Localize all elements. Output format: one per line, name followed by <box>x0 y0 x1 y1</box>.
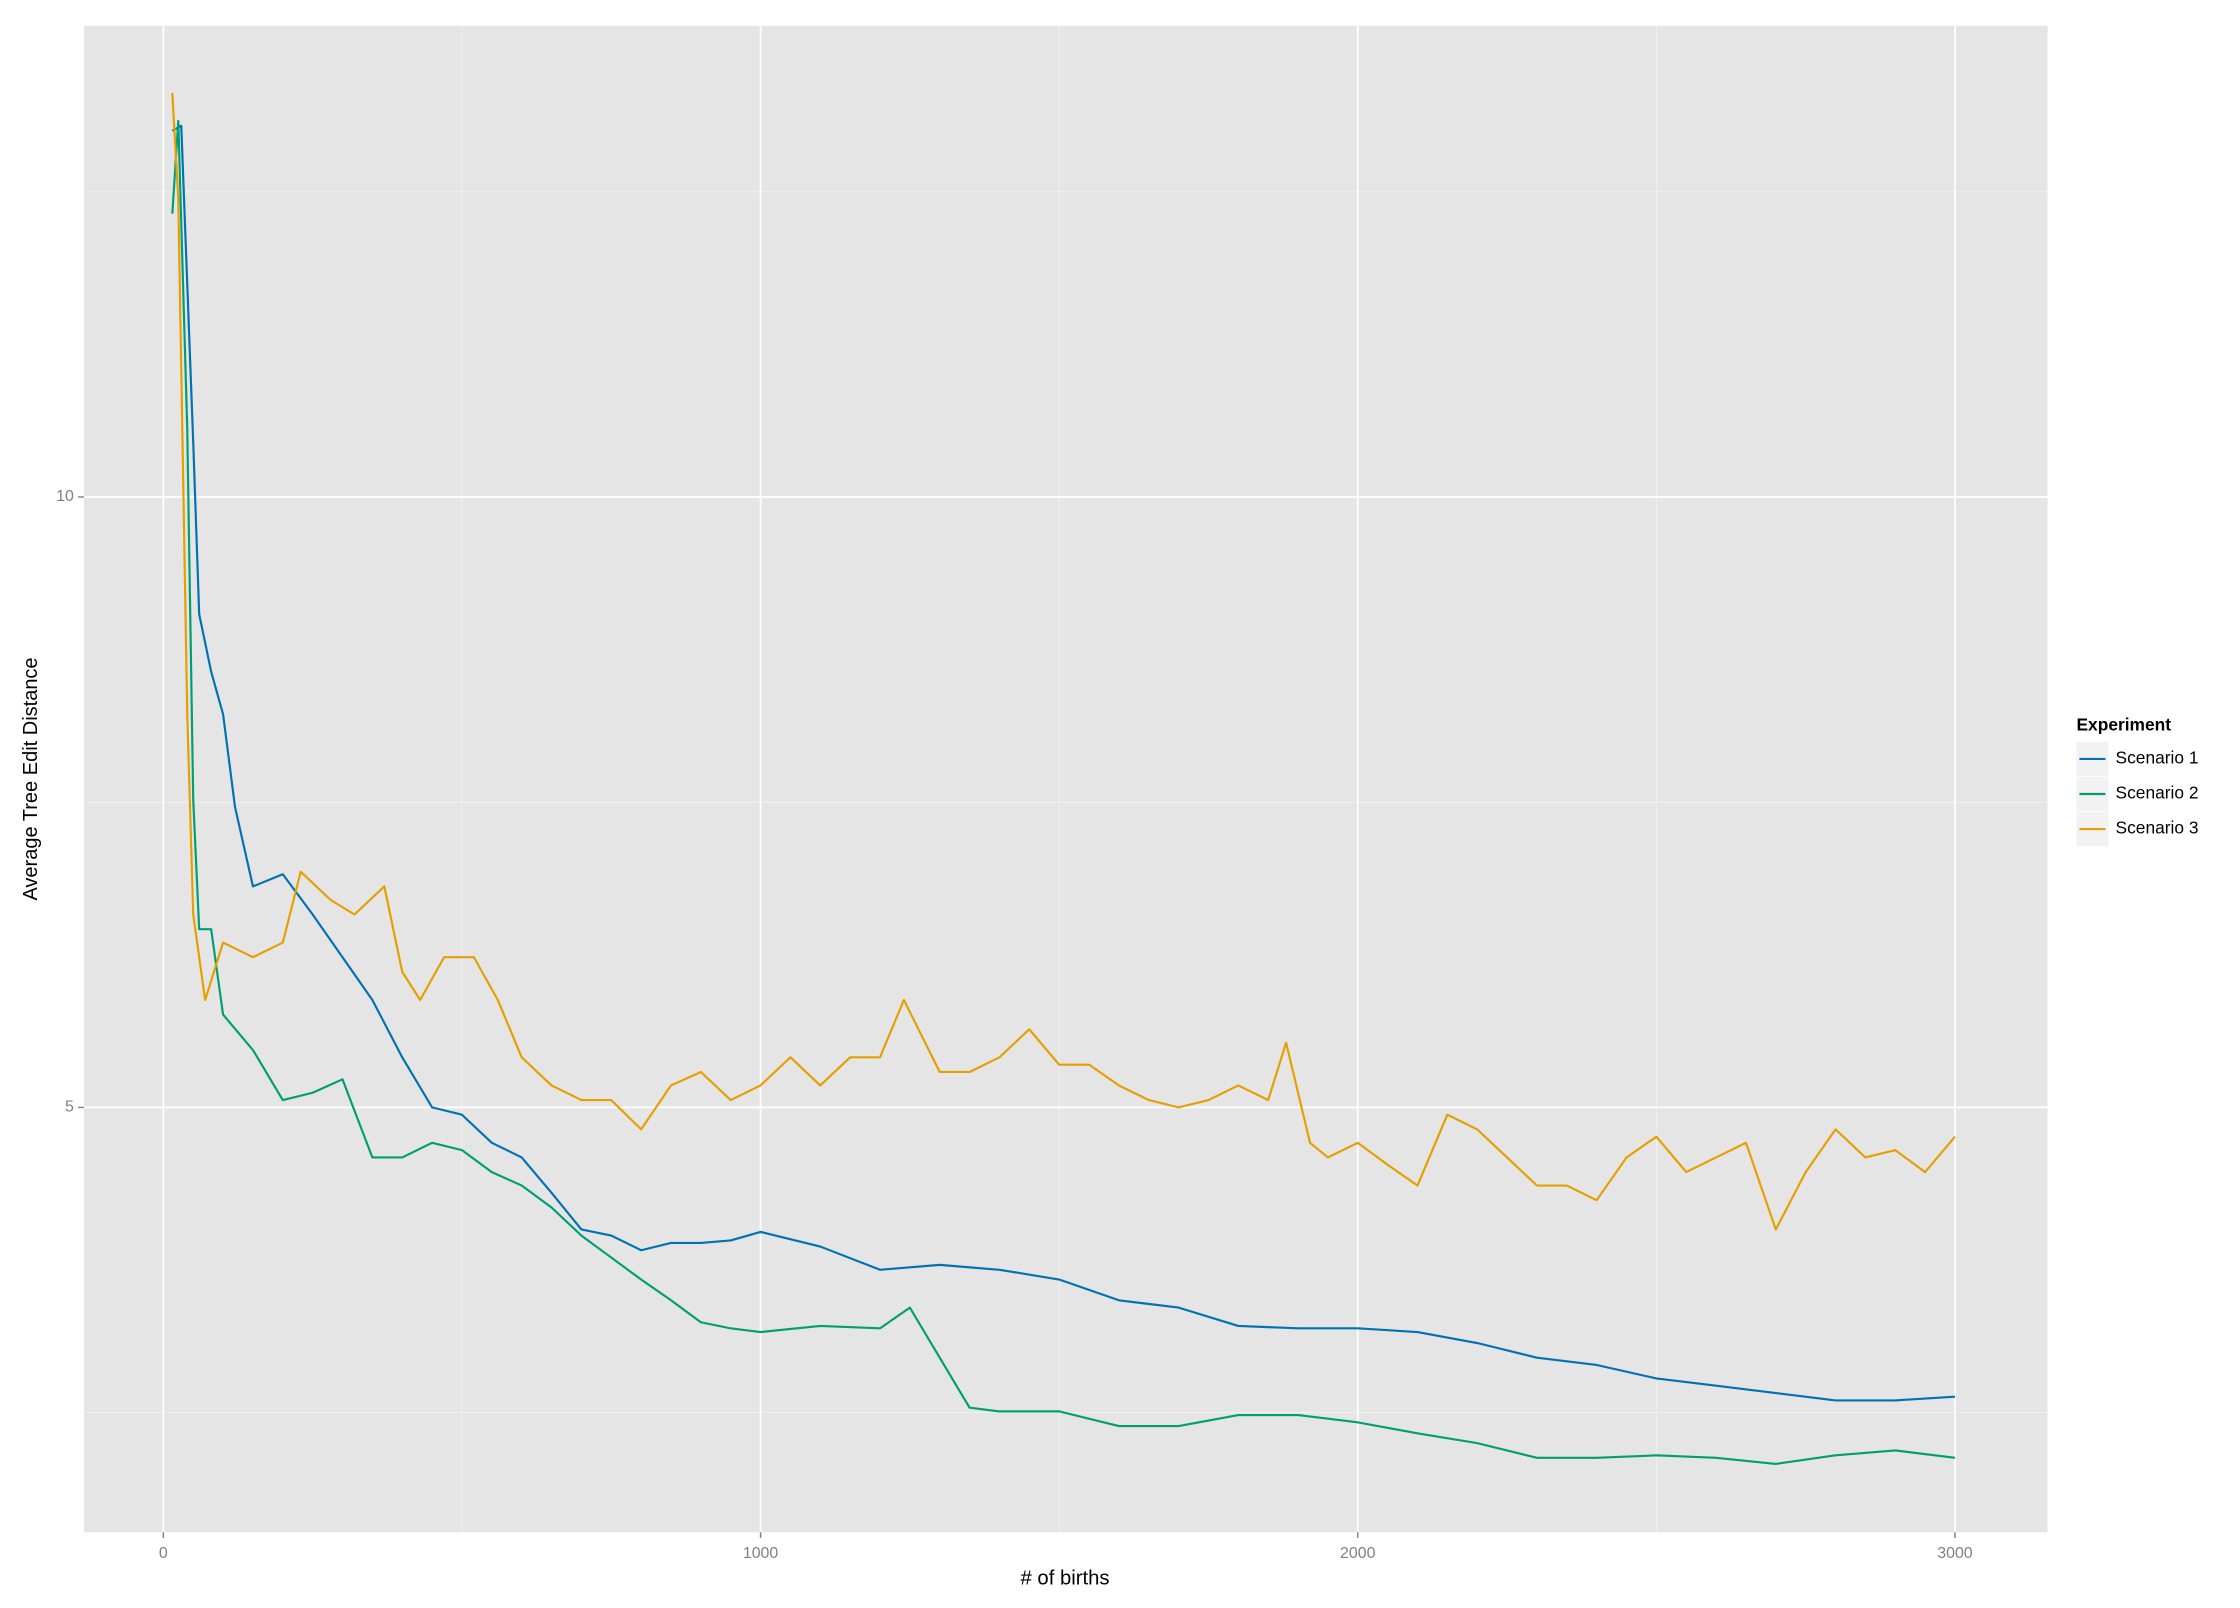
line <box>171 92 1956 1231</box>
plot-panel <box>83 25 2048 1533</box>
x-tick-label: 3000 <box>1937 1545 1973 1562</box>
y-tick-label: 5 <box>65 1099 74 1116</box>
line <box>171 124 1956 1402</box>
legend-label: Scenario 1 <box>2116 748 2199 768</box>
line <box>171 119 1956 1465</box>
legend-label: Scenario 3 <box>2116 818 2199 838</box>
y-tick-label: 10 <box>56 488 74 505</box>
x-tick-label: 2000 <box>1340 1545 1376 1562</box>
x-axis-title: # of births <box>1021 1568 1110 1590</box>
x-tick-label: 0 <box>159 1545 168 1562</box>
legend-title: Experiment <box>2076 715 2171 735</box>
y-axis-title: Average Tree Edit Distance <box>20 657 42 900</box>
x-tick-label: 1000 <box>743 1545 779 1562</box>
legend-label: Scenario 2 <box>2116 783 2199 803</box>
